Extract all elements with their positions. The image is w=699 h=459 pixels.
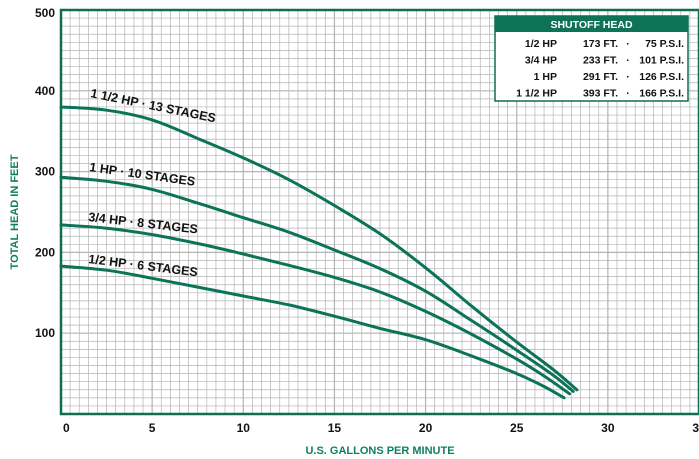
x-tick-label: 25 (510, 421, 524, 435)
x-tick-label: 30 (601, 421, 615, 435)
table-title: SHUTOFF HEAD (550, 19, 632, 31)
table-cell-ft: 393 FT. (583, 88, 618, 100)
table-header (495, 16, 688, 32)
table-cell-hp: 1 HP (534, 71, 557, 83)
table-cell-sep: · (626, 71, 630, 83)
y-tick-label: 300 (35, 165, 55, 179)
table-cell-psi: 101 P.S.I. (639, 55, 684, 67)
table-cell-ft: 291 FT. (583, 71, 618, 83)
x-tick-label: 15 (328, 421, 342, 435)
y-tick-label: 100 (35, 326, 55, 340)
table-cell-hp: 1 1/2 HP (516, 88, 557, 100)
x-axis-title: U.S. GALLONS PER MINUTE (305, 445, 454, 457)
shutoff-head-table: SHUTOFF HEAD 1/2 HP 173 FT. · 75 P.S.I. 3/4 … (494, 15, 689, 102)
x-tick-label: 0 (63, 421, 70, 435)
y-axis-title: TOTAL HEAD IN FEET (9, 154, 21, 269)
x-tick-label: 10 (237, 421, 251, 435)
table-cell-sep: · (626, 88, 630, 100)
x-tick-label: 5 (149, 421, 156, 435)
series-line-2 (59, 223, 572, 396)
series-label-1: 1 HP · 10 STAGES (89, 160, 196, 189)
table-cell-ft: 173 FT. (583, 38, 618, 50)
series-line-0 (59, 105, 579, 392)
table-cell-sep: · (626, 55, 630, 67)
table-rows: 1/2 HP 173 FT. · 75 P.S.I. 3/4 HP 233 FT. · 101… (516, 38, 684, 100)
table-cell-psi: 75 P.S.I. (645, 38, 684, 50)
plot-frame (59, 8, 699, 416)
y-tick-label: 200 (35, 245, 55, 259)
x-tick-label: 35 (692, 421, 699, 435)
table-cell-hp: 3/4 HP (525, 55, 557, 67)
y-tick-label: 500 (35, 6, 55, 20)
table-cell-sep: · (626, 38, 630, 50)
y-tick-label: 400 (35, 84, 55, 98)
table-cell-hp: 1/2 HP (525, 38, 557, 50)
series-line-1 (59, 175, 575, 393)
series-line-3 (59, 264, 566, 400)
table-cell-psi: 126 P.S.I. (639, 71, 684, 83)
curves (59, 105, 579, 400)
x-tick-label: 20 (419, 421, 433, 435)
table-cell-psi: 166 P.S.I. (639, 88, 684, 100)
table-cell-ft: 233 FT. (583, 55, 618, 67)
tick-labels: 0 5 10 15 20 25 30 35 100 200 300 400 500 (35, 6, 699, 435)
